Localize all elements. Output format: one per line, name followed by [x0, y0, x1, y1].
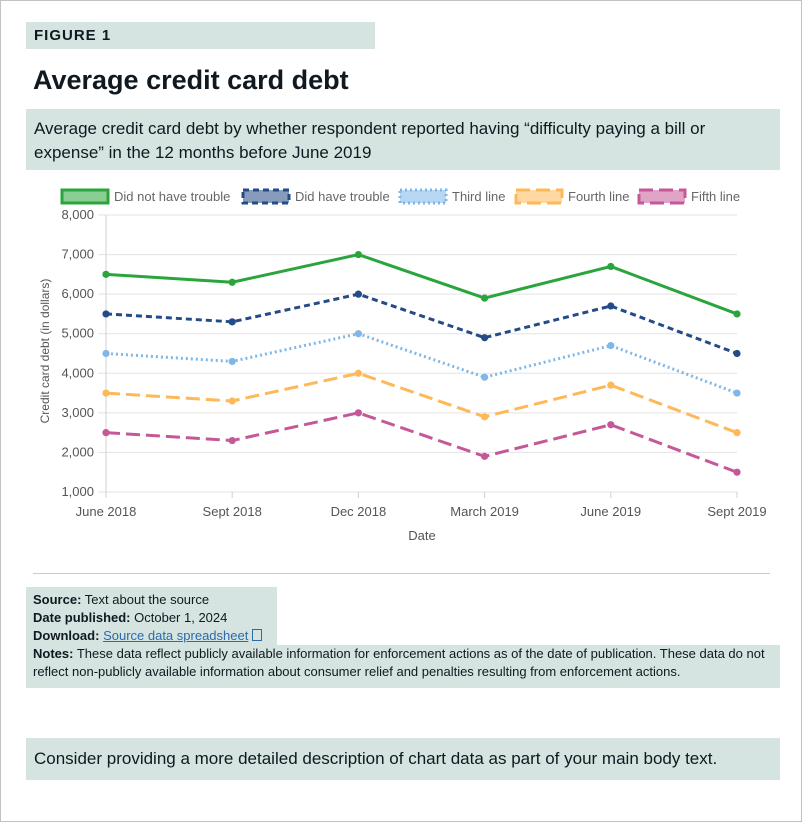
chart-title: Average credit card debt	[33, 65, 349, 95]
data-point[interactable]	[481, 452, 489, 460]
published-label: Date published:	[33, 610, 131, 625]
series-line	[105, 332, 738, 395]
legend-label: Fifth line	[691, 189, 740, 204]
line-chart: Did not have trouble Did have trouble Thir…	[38, 188, 767, 543]
figure-tag: FIGURE 1	[26, 22, 375, 49]
data-point[interactable]	[228, 436, 236, 445]
source-label: Source:	[33, 592, 82, 607]
data-point[interactable]	[102, 349, 110, 358]
data-point[interactable]	[228, 357, 236, 366]
data-point[interactable]	[228, 278, 236, 286]
x-axis-label: Date	[408, 528, 435, 543]
download-link[interactable]: Source data spreadsheet	[103, 628, 249, 643]
x-tick-label: June 2019	[580, 504, 641, 519]
meta-box	[26, 587, 277, 645]
y-tick-label: 4,000	[61, 365, 94, 380]
legend-swatch	[398, 188, 448, 205]
data-point[interactable]	[354, 250, 362, 259]
y-tick-label: 1,000	[61, 484, 94, 499]
series-group	[102, 290, 741, 358]
data-point[interactable]	[607, 262, 615, 271]
legend-item[interactable]: Did not have trouble	[60, 188, 230, 205]
published-text: October 1, 2024	[134, 610, 228, 625]
y-tick-label: 3,000	[61, 405, 94, 420]
legend-item[interactable]: Fifth line	[637, 188, 740, 205]
notes-label: Notes:	[33, 646, 74, 661]
chart-series	[102, 250, 741, 476]
legend-item[interactable]: Did have trouble	[241, 188, 390, 205]
data-point[interactable]	[102, 429, 110, 437]
data-point[interactable]	[607, 302, 615, 310]
x-tick-label: Dec 2018	[331, 504, 387, 519]
legend-item[interactable]: Third line	[398, 188, 505, 205]
data-point[interactable]	[228, 397, 236, 405]
data-point[interactable]	[481, 413, 489, 421]
series-line	[105, 371, 738, 435]
data-point[interactable]	[607, 381, 615, 389]
data-point[interactable]	[228, 318, 236, 326]
y-tick-label: 5,000	[61, 326, 94, 341]
data-point[interactable]	[102, 270, 110, 278]
x-tick-label: March 2019	[450, 504, 519, 519]
download-icon[interactable]	[252, 629, 263, 641]
y-axis-label: Credit card debt (in dollars)	[38, 279, 52, 424]
data-point[interactable]	[733, 389, 741, 397]
series-line	[105, 411, 738, 474]
published-line: Date published: October 1, 2024	[33, 609, 227, 626]
y-tick-label: 2,000	[61, 444, 94, 459]
y-axis-ticks: 1,000 2,000 3,000 4,000 5,000 6,000 7,000 8,000	[61, 207, 94, 499]
data-point[interactable]	[354, 369, 362, 377]
data-point[interactable]	[607, 421, 615, 429]
data-point[interactable]	[733, 349, 741, 358]
data-point[interactable]	[481, 373, 489, 381]
download-line: Download: Source data spreadsheet	[33, 627, 263, 644]
y-tick-label: 7,000	[61, 247, 94, 262]
data-point[interactable]	[102, 310, 110, 318]
legend-swatch	[637, 188, 687, 205]
x-tick-label: Sept 2018	[203, 504, 262, 519]
y-tick-label: 8,000	[61, 207, 94, 222]
data-point[interactable]	[733, 468, 741, 476]
data-point[interactable]	[354, 330, 362, 338]
x-tick-label: June 2018	[76, 504, 137, 519]
source-text: Text about the source	[84, 592, 210, 607]
legend-swatch	[514, 188, 564, 205]
data-point[interactable]	[607, 341, 615, 350]
divider	[33, 573, 770, 574]
data-point[interactable]	[733, 310, 741, 318]
data-point[interactable]	[102, 389, 110, 397]
legend-label: Fourth line	[568, 189, 629, 204]
notes-box	[26, 645, 780, 688]
legend-item[interactable]: Fourth line	[514, 188, 629, 205]
source-line: Source: Text about the source	[33, 591, 209, 608]
series-group	[102, 250, 741, 318]
chart-gridlines	[98, 214, 737, 493]
chart-legend[interactable]: Did not have trouble Did have trouble Thir…	[60, 188, 740, 205]
legend-swatch	[241, 188, 291, 205]
legend-swatch	[60, 188, 110, 205]
legend-label: Did have trouble	[295, 189, 390, 204]
legend-label: Did not have trouble	[114, 189, 230, 204]
callout-box: Consider providing a more detailed descr…	[26, 738, 780, 780]
data-point[interactable]	[481, 334, 489, 342]
x-axis-ticks: June 2018 Sept 2018 Dec 2018 March 2019 June…	[76, 492, 767, 519]
notes-line: Notes: These data reflect publicly avail…	[33, 645, 778, 681]
data-point[interactable]	[733, 429, 741, 437]
data-point[interactable]	[354, 409, 362, 417]
series-group	[102, 330, 741, 397]
legend-label: Third line	[452, 189, 505, 204]
x-tick-label: Sept 2019	[707, 504, 766, 519]
data-point[interactable]	[354, 290, 362, 298]
y-tick-label: 6,000	[61, 286, 94, 301]
download-label: Download:	[33, 628, 100, 643]
notes-text: These data reflect publicly available in…	[33, 646, 765, 679]
series-group	[102, 409, 741, 476]
series-group	[102, 369, 741, 437]
series-line	[105, 253, 738, 316]
data-point[interactable]	[481, 294, 489, 302]
series-line	[105, 292, 738, 355]
chart-subtitle: Average credit card debt by whether resp…	[26, 109, 780, 170]
